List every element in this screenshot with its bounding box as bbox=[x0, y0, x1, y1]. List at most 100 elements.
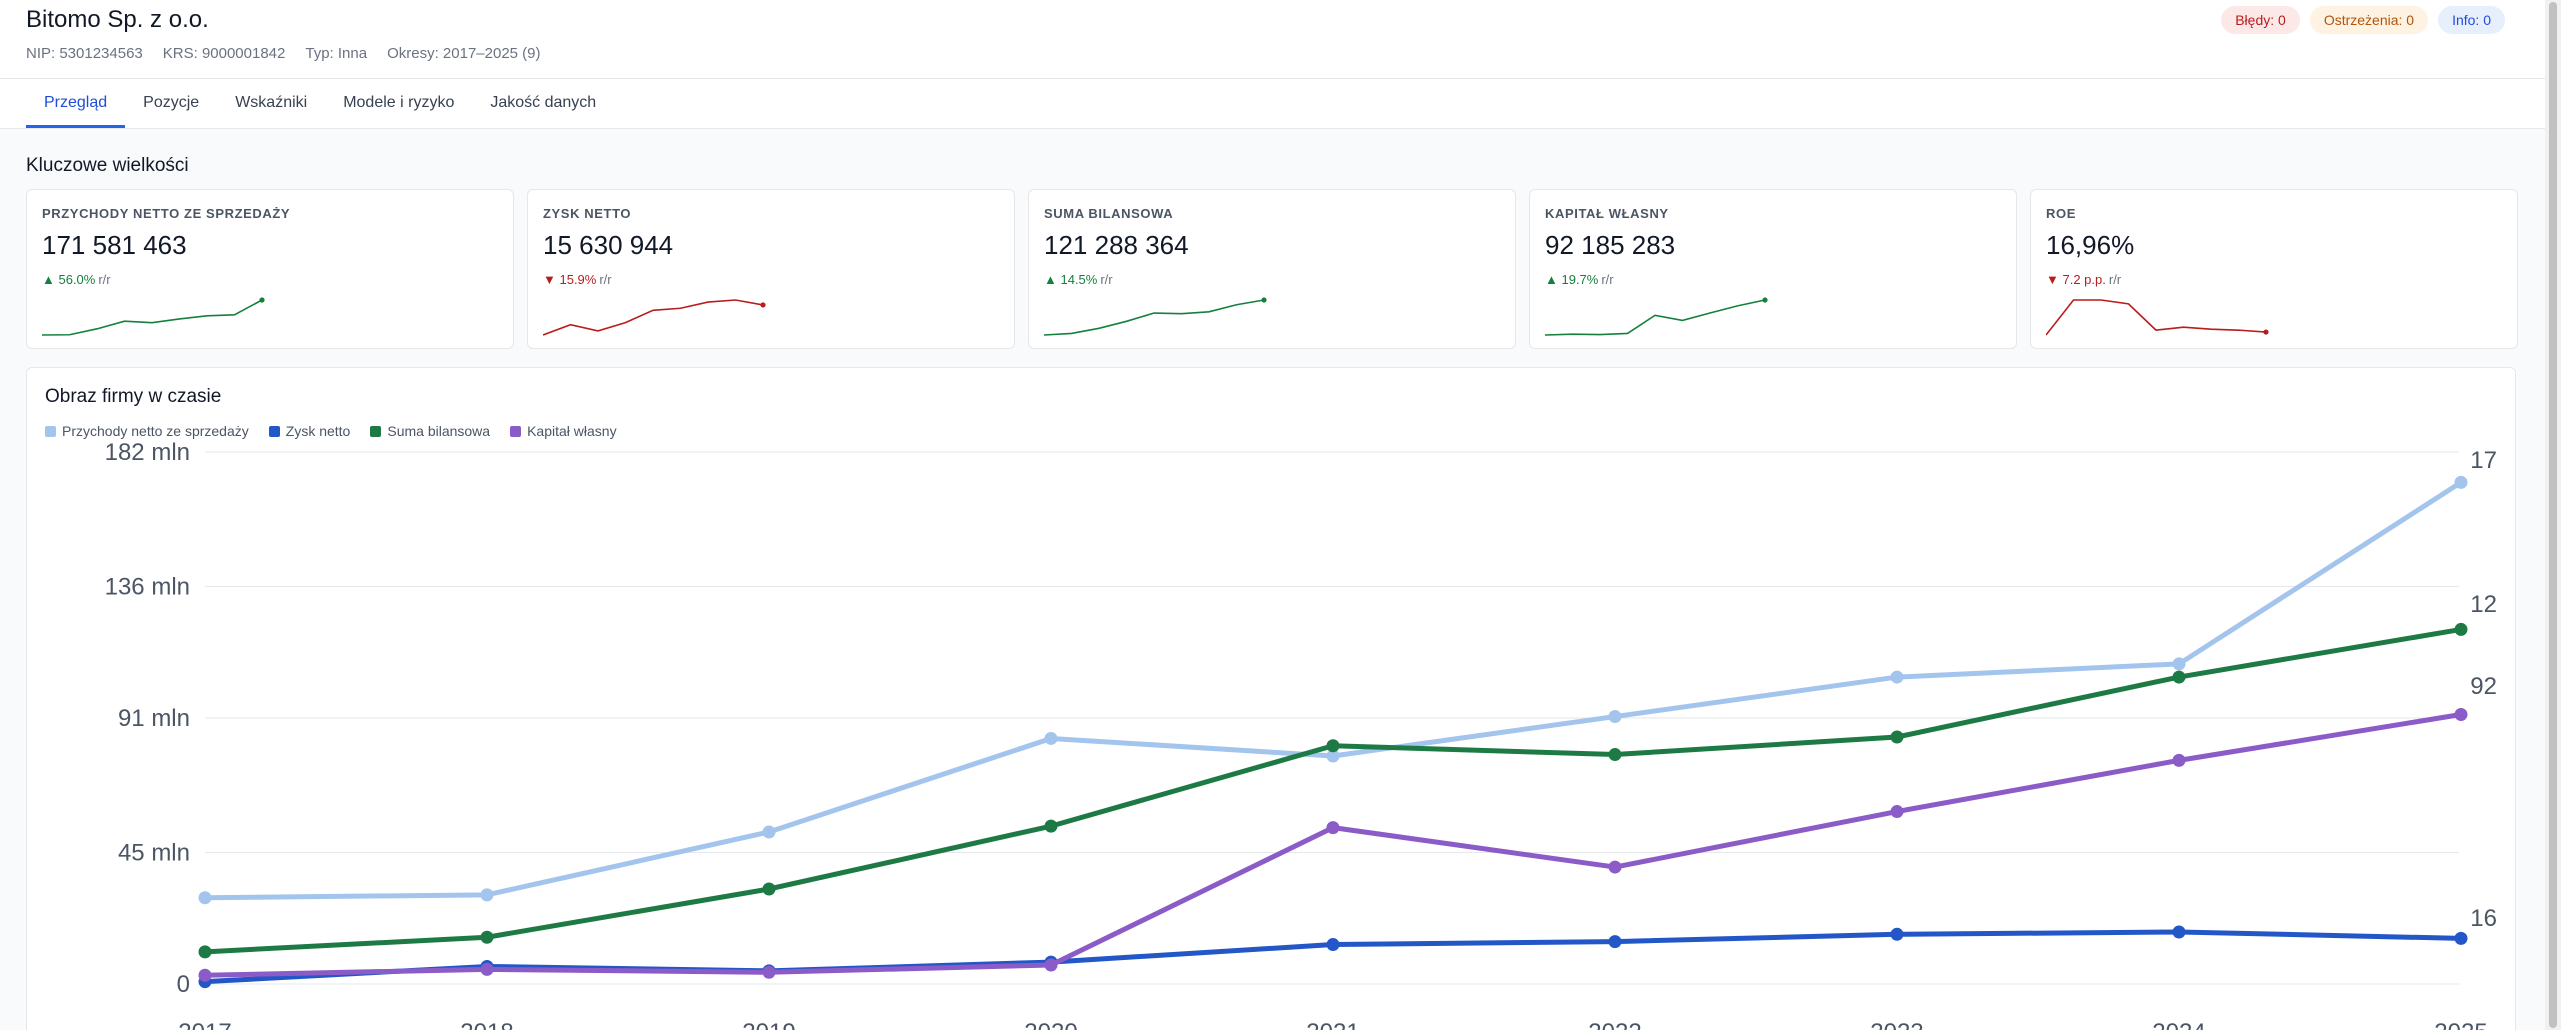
x-tick-label: 2017 bbox=[178, 1019, 231, 1030]
key-figures-title: Kluczowe wielkości bbox=[26, 155, 189, 176]
kpi-sparkline bbox=[42, 297, 265, 336]
y-tick-label: 91 mln bbox=[118, 705, 190, 732]
kpi-change: ▼ 7.2 p.p. r/r bbox=[2046, 272, 2121, 287]
errors-badge[interactable]: Błędy: 0 bbox=[2221, 6, 2300, 34]
data-point[interactable] bbox=[1608, 860, 1622, 874]
x-tick-label: 2023 bbox=[1870, 1019, 1923, 1030]
y-tick-label: 0 bbox=[177, 971, 190, 998]
data-point[interactable] bbox=[2454, 931, 2468, 945]
legend-item-revenue[interactable]: Przychody netto ze sprzedaży bbox=[45, 423, 249, 439]
tab-modele-i-ryzyko[interactable]: Modele i ryzyko bbox=[343, 94, 455, 111]
overview-content: Kluczowe wielkości PRZYCHODY NETTO ZE SP… bbox=[0, 129, 2545, 1030]
data-point[interactable] bbox=[1890, 805, 1904, 819]
data-point[interactable] bbox=[2454, 622, 2468, 636]
kpi-card-net-profit: ZYSK NETTO 15 630 944 ▼ 15.9% r/r bbox=[527, 189, 1015, 349]
y-tick-label: 136 mln bbox=[105, 573, 190, 600]
x-tick-label: 2025 bbox=[2434, 1019, 2487, 1030]
data-point[interactable] bbox=[1326, 821, 1340, 835]
periods-text: Okresy: 2017–2025 (9) bbox=[387, 45, 541, 62]
data-point[interactable] bbox=[1608, 710, 1622, 724]
series-end-label: 17 bbox=[2470, 447, 2497, 474]
data-point[interactable] bbox=[1890, 927, 1904, 941]
data-point[interactable] bbox=[2172, 670, 2186, 684]
data-point[interactable] bbox=[762, 882, 776, 896]
data-point[interactable] bbox=[1326, 938, 1340, 952]
legend-item-total-assets[interactable]: Suma bilansowa bbox=[370, 423, 490, 439]
kpi-change: ▲ 19.7% r/r bbox=[1545, 272, 1614, 287]
warnings-badge[interactable]: Ostrzeżenia: 0 bbox=[2309, 6, 2429, 34]
kpi-change-suffix: r/r bbox=[1601, 272, 1614, 287]
data-point[interactable] bbox=[1326, 749, 1340, 763]
data-point[interactable] bbox=[762, 965, 776, 979]
sparkline-path bbox=[543, 299, 764, 336]
tab-wskazniki[interactable]: Wskaźniki bbox=[235, 94, 308, 111]
kpi-card-total-assets: SUMA BILANSOWA 121 288 364 ▲ 14.5% r/r bbox=[1028, 189, 1516, 349]
legend-label: Zysk netto bbox=[285, 423, 351, 439]
chart-title: Obraz firmy w czasie bbox=[45, 386, 222, 407]
x-tick-label: 2021 bbox=[1306, 1019, 1359, 1030]
data-point[interactable] bbox=[198, 945, 212, 959]
kpi-card-equity: KAPITAŁ WŁASNY 92 185 283 ▲ 19.7% r/r bbox=[1529, 189, 2017, 349]
data-point[interactable] bbox=[1044, 819, 1058, 833]
kpi-sparkline bbox=[1044, 297, 1267, 336]
series-line bbox=[204, 626, 2462, 955]
kpi-label: ZYSK NETTO bbox=[543, 206, 632, 221]
data-point[interactable] bbox=[198, 968, 212, 982]
data-point[interactable] bbox=[2172, 753, 2186, 767]
data-point[interactable] bbox=[1326, 739, 1340, 753]
company-name: Bitomo Sp. z o.o. bbox=[26, 6, 209, 33]
kpi-label: SUMA BILANSOWA bbox=[1044, 206, 1174, 221]
legend-item-net-profit[interactable]: Zysk netto bbox=[268, 423, 351, 439]
kpi-card-revenue: PRZYCHODY NETTO ZE SPRZEDAŻY 171 581 463… bbox=[26, 189, 514, 349]
tab-jakosc-danych[interactable]: Jakość danych bbox=[490, 94, 597, 111]
kpi-change: ▼ 15.9% r/r bbox=[543, 272, 612, 287]
data-point[interactable] bbox=[1044, 731, 1058, 745]
data-point[interactable] bbox=[480, 962, 494, 976]
validation-badges: Błędy: 0 Ostrzeżenia: 0 Info: 0 bbox=[2221, 6, 2505, 34]
data-point[interactable] bbox=[198, 891, 212, 905]
data-point[interactable] bbox=[1890, 730, 1904, 744]
kpi-sparkline bbox=[543, 299, 766, 336]
kpi-change-suffix: r/r bbox=[98, 272, 111, 287]
x-tick-label: 2018 bbox=[460, 1019, 513, 1030]
data-point[interactable] bbox=[1608, 748, 1622, 762]
y-tick-label: 182 mln bbox=[105, 439, 190, 466]
sparkline-path bbox=[42, 299, 263, 336]
sparkline-end-point bbox=[1762, 297, 1768, 303]
series-end-label: 92 bbox=[2470, 673, 2497, 700]
data-point[interactable] bbox=[1044, 958, 1058, 972]
data-point[interactable] bbox=[2454, 707, 2468, 721]
data-point[interactable] bbox=[2172, 657, 2186, 671]
timeline-chart: 0 45 mln 91 mln 136 mln 182 mln 2017 2018 2019 2… bbox=[105, 439, 2497, 1030]
kpi-change-suffix: r/r bbox=[1100, 272, 1113, 287]
tabs-divider bbox=[0, 128, 2545, 129]
data-point[interactable] bbox=[480, 888, 494, 902]
data-point[interactable] bbox=[1608, 935, 1622, 949]
tab-pozycje[interactable]: Pozycje bbox=[143, 94, 200, 111]
x-tick-label: 2024 bbox=[2152, 1019, 2205, 1030]
kpi-label: PRZYCHODY NETTO ZE SPRZEDAŻY bbox=[42, 206, 291, 221]
data-point[interactable] bbox=[762, 825, 776, 839]
nip-text: NIP: 5301234563 bbox=[26, 45, 143, 62]
info-badge[interactable]: Info: 0 bbox=[2438, 6, 2505, 34]
legend-swatch bbox=[370, 425, 382, 437]
legend-label: Przychody netto ze sprzedaży bbox=[62, 423, 249, 439]
kpi-value: 92 185 283 bbox=[1545, 230, 1676, 260]
sparkline-path bbox=[1044, 299, 1265, 336]
kpi-change-value: ▼ 7.2 p.p. bbox=[2046, 272, 2106, 287]
y-tick-label: 45 mln bbox=[118, 839, 190, 866]
series-end-label: 16 bbox=[2470, 905, 2497, 932]
scrollbar-thumb[interactable] bbox=[2549, 2, 2557, 1028]
kpi-sparkline bbox=[1545, 297, 1768, 336]
legend-item-equity[interactable]: Kapitał własny bbox=[510, 423, 617, 439]
sparkline-end-point bbox=[760, 302, 766, 308]
page-scrollbar[interactable] bbox=[2545, 0, 2561, 1030]
data-point[interactable] bbox=[480, 930, 494, 944]
kpi-value: 171 581 463 bbox=[42, 230, 187, 260]
data-point[interactable] bbox=[2454, 475, 2468, 489]
tab-przeglad[interactable]: Przegląd bbox=[26, 80, 126, 128]
data-point[interactable] bbox=[1890, 670, 1904, 684]
data-point[interactable] bbox=[2172, 925, 2186, 939]
x-tick-label: 2020 bbox=[1024, 1019, 1077, 1030]
